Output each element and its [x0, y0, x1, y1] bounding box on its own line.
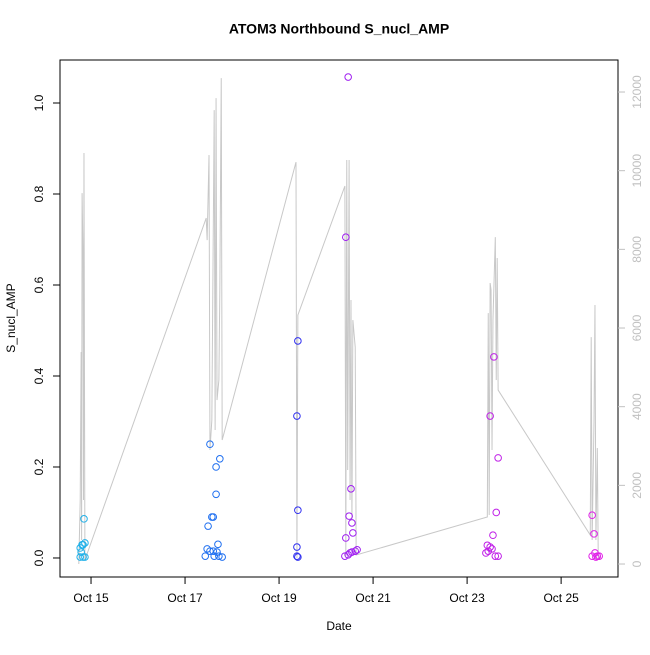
x-tick-label: Oct 19 [261, 591, 297, 605]
y2-tick-label: 12000 [630, 75, 644, 109]
x-axis-label: Date [326, 619, 352, 633]
point [208, 513, 216, 521]
y2-tick-label: 6000 [630, 314, 644, 341]
point [80, 515, 88, 523]
point [353, 545, 361, 554]
point [206, 440, 214, 449]
y2-tick-label: 2000 [630, 472, 644, 499]
point [489, 531, 497, 540]
point [342, 534, 350, 542]
point [204, 522, 212, 530]
point [482, 549, 490, 557]
point [490, 353, 498, 361]
point [341, 552, 349, 560]
point [590, 530, 598, 538]
point [210, 552, 218, 560]
plot-box [59, 59, 619, 578]
y2-tick-label: 0 [630, 560, 644, 567]
point [294, 553, 302, 561]
point [77, 548, 85, 556]
point [212, 463, 220, 471]
x-tick-label: Oct 25 [543, 591, 579, 605]
point [494, 454, 502, 462]
point [209, 547, 218, 555]
y-tick-label: 0.2 [32, 458, 46, 475]
y-tick-label: 1.0 [32, 94, 46, 111]
point [344, 550, 352, 559]
x-tick-label: Oct 23 [449, 591, 485, 605]
y-axis-label: S_nucl_AMP [4, 283, 18, 352]
y2-tick-label: 8000 [630, 236, 644, 263]
point [494, 552, 502, 560]
point [212, 490, 220, 499]
y-tick-label: 0.8 [32, 185, 46, 202]
y2-tick-label: 4000 [630, 393, 644, 420]
y-tick-label: 0.6 [32, 276, 46, 293]
point [294, 337, 302, 345]
point [76, 553, 85, 561]
point [81, 553, 89, 561]
point [294, 506, 302, 515]
point [216, 454, 224, 463]
y2-tick-label: 10000 [630, 154, 644, 188]
point [486, 412, 494, 420]
point [347, 485, 355, 493]
point [491, 552, 500, 560]
point [214, 540, 222, 549]
point [342, 233, 350, 242]
y-tick-label: 0.4 [32, 367, 46, 384]
x-tick-label: Oct 15 [73, 591, 109, 605]
point [488, 545, 496, 553]
point [351, 547, 360, 555]
point [486, 543, 494, 551]
point [78, 540, 86, 549]
chart-title: ATOM3 Northbound S_nucl_AMP [229, 21, 449, 37]
point [484, 547, 493, 555]
point [293, 412, 301, 420]
line [78, 78, 599, 565]
point [215, 552, 223, 560]
point [218, 553, 226, 561]
point [206, 547, 214, 555]
point [349, 529, 357, 537]
point [344, 73, 352, 81]
y-tick-label: 0.0 [32, 549, 46, 566]
point [595, 552, 603, 560]
point [348, 519, 356, 527]
point [201, 552, 210, 560]
x-tick-label: Oct 17 [167, 591, 203, 605]
point [592, 553, 600, 561]
point [348, 548, 356, 556]
point [588, 511, 596, 520]
point [293, 552, 301, 560]
point [345, 512, 353, 520]
point [492, 508, 501, 517]
x-tick-label: Oct 21 [355, 591, 391, 605]
point [293, 543, 301, 551]
